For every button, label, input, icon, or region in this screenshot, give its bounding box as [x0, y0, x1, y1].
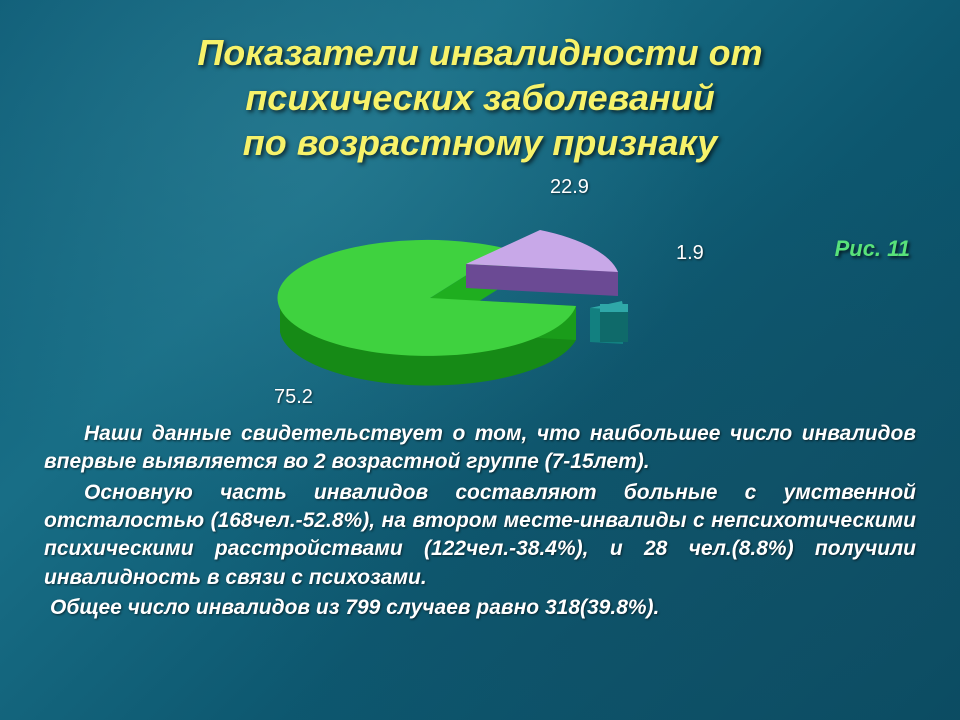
slice-2-cap: [600, 304, 628, 312]
slide-title: Показатели инвалидности от психических з…: [40, 30, 920, 165]
figure-label: Рис. 11: [835, 236, 910, 262]
pie-chart-area: 22.9 1.9 75.2 Рис. 11: [40, 170, 920, 420]
title-line-1: Показатели инвалидности от: [197, 32, 762, 73]
slice-0-label: 75.2: [274, 386, 313, 409]
paragraph-1: Наши данные свидетельствует о том, что н…: [44, 420, 916, 477]
slice-2-wall: [600, 312, 628, 342]
slice-1-label: 22.9: [550, 176, 589, 199]
title-line-2: психических заболеваний: [245, 77, 714, 118]
slice-1: [466, 230, 618, 296]
body-text: Наши данные свидетельствует о том, что н…: [40, 420, 920, 622]
pie-chart: [260, 180, 680, 405]
paragraph-3: Общее число инвалидов из 799 случаев рав…: [44, 594, 916, 622]
title-line-3: по возрастному признаку: [243, 122, 717, 163]
paragraph-2: Основную часть инвалидов составляют боль…: [44, 479, 916, 592]
pie-svg: [260, 180, 680, 400]
slice-2: [590, 301, 628, 344]
slide: Показатели инвалидности от психических з…: [0, 0, 960, 720]
slice-2-label: 1.9: [676, 242, 704, 265]
